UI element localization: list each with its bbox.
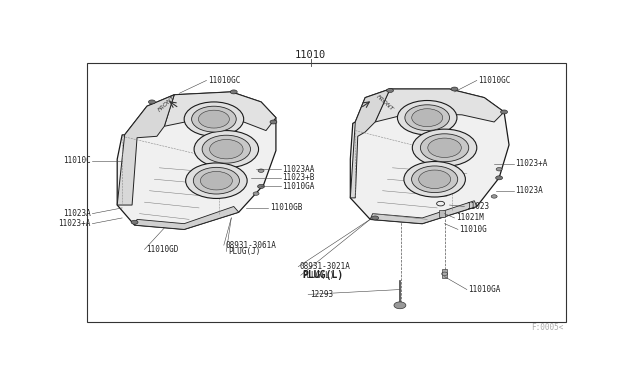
Circle shape bbox=[419, 170, 451, 189]
Text: 08931-3061A: 08931-3061A bbox=[225, 241, 276, 250]
Circle shape bbox=[270, 120, 277, 124]
Circle shape bbox=[230, 90, 237, 94]
Circle shape bbox=[253, 192, 259, 195]
Circle shape bbox=[412, 166, 458, 193]
Text: FRONT: FRONT bbox=[375, 94, 394, 112]
Circle shape bbox=[451, 87, 458, 91]
Polygon shape bbox=[350, 89, 390, 198]
Circle shape bbox=[200, 171, 232, 190]
Circle shape bbox=[397, 100, 457, 135]
Text: 11010GC: 11010GC bbox=[478, 76, 511, 85]
Text: 12293: 12293 bbox=[310, 290, 333, 299]
Text: 11010GD: 11010GD bbox=[146, 245, 179, 254]
Text: 11021M: 11021M bbox=[456, 214, 484, 222]
Text: 11023A: 11023A bbox=[63, 209, 91, 218]
Circle shape bbox=[191, 106, 236, 132]
Polygon shape bbox=[350, 89, 509, 224]
Circle shape bbox=[387, 89, 394, 93]
Polygon shape bbox=[134, 206, 239, 230]
Circle shape bbox=[258, 169, 264, 172]
Text: 11010G: 11010G bbox=[460, 225, 487, 234]
Polygon shape bbox=[370, 201, 477, 224]
Circle shape bbox=[186, 163, 247, 198]
Circle shape bbox=[420, 134, 468, 162]
Text: 11010GA: 11010GA bbox=[468, 285, 500, 294]
Bar bbox=[438, 210, 445, 217]
Polygon shape bbox=[117, 95, 174, 205]
Text: PLUG(J): PLUG(J) bbox=[228, 247, 260, 256]
Bar bbox=[442, 269, 447, 278]
Text: FRONT: FRONT bbox=[157, 94, 176, 112]
Circle shape bbox=[193, 167, 239, 194]
Circle shape bbox=[198, 110, 229, 128]
Circle shape bbox=[131, 220, 138, 224]
Text: 11010GC: 11010GC bbox=[208, 76, 241, 85]
Circle shape bbox=[184, 102, 244, 136]
Text: 11023+B: 11023+B bbox=[282, 173, 315, 182]
Text: 11010GB: 11010GB bbox=[270, 203, 302, 212]
Circle shape bbox=[404, 161, 465, 197]
Polygon shape bbox=[117, 92, 276, 230]
Text: PLUG(L): PLUG(L) bbox=[302, 271, 335, 280]
Circle shape bbox=[405, 105, 449, 131]
Circle shape bbox=[500, 110, 508, 114]
Text: 08931-3021A: 08931-3021A bbox=[300, 262, 351, 271]
Text: 11023: 11023 bbox=[466, 202, 489, 211]
Circle shape bbox=[491, 195, 497, 198]
Circle shape bbox=[412, 129, 477, 166]
Circle shape bbox=[428, 138, 461, 157]
Polygon shape bbox=[164, 92, 276, 131]
Text: 11023AA: 11023AA bbox=[282, 165, 315, 174]
Circle shape bbox=[209, 140, 243, 159]
Text: 11010: 11010 bbox=[295, 50, 326, 60]
Circle shape bbox=[194, 131, 259, 168]
Circle shape bbox=[496, 167, 502, 171]
Text: 11010C: 11010C bbox=[63, 156, 91, 165]
Circle shape bbox=[412, 109, 443, 126]
Text: 11023+A: 11023+A bbox=[515, 159, 548, 168]
Text: F:0005<: F:0005< bbox=[531, 323, 564, 332]
Circle shape bbox=[495, 176, 502, 180]
Text: 11023A: 11023A bbox=[515, 186, 543, 195]
Text: 11010GA: 11010GA bbox=[282, 182, 315, 191]
Circle shape bbox=[257, 185, 264, 189]
Circle shape bbox=[148, 100, 156, 104]
Circle shape bbox=[372, 216, 379, 220]
Text: PLUG(L): PLUG(L) bbox=[302, 270, 343, 280]
Text: 11023+A: 11023+A bbox=[58, 219, 91, 228]
Circle shape bbox=[202, 135, 250, 163]
Polygon shape bbox=[375, 89, 504, 122]
Circle shape bbox=[394, 302, 406, 309]
